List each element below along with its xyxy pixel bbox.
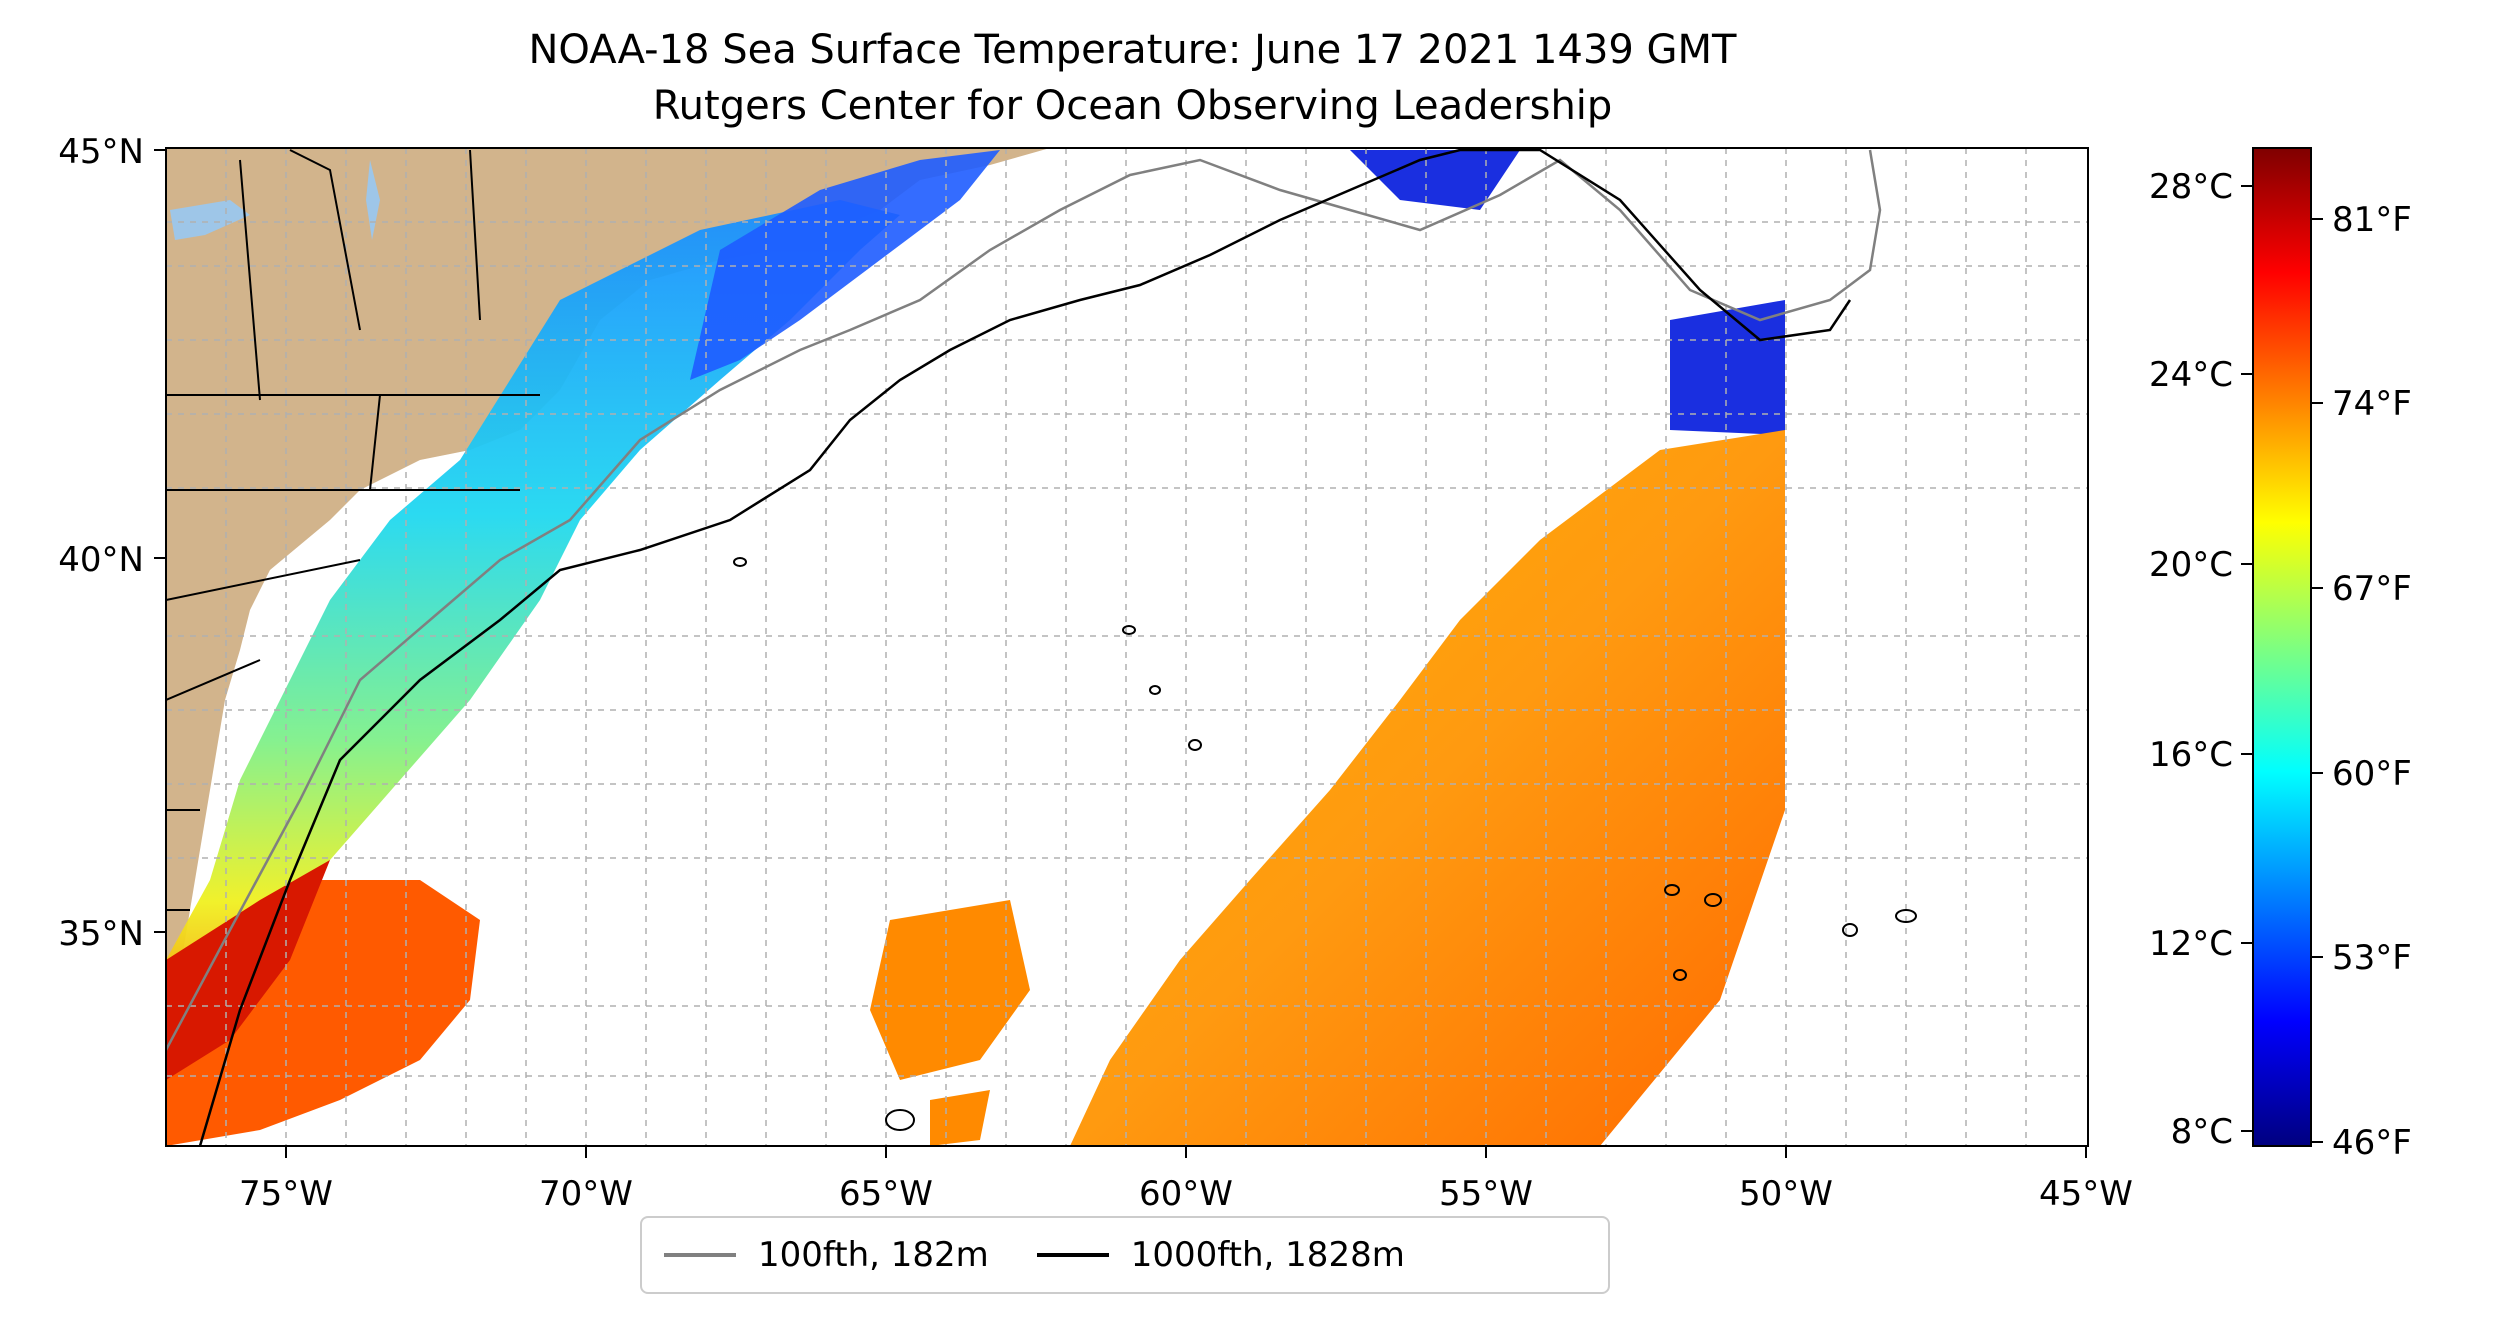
colorbar-celsius-label: 20°C <box>2149 545 2233 585</box>
land-north-america <box>166 148 1050 1020</box>
map-panel <box>165 147 2089 1147</box>
colorbar-fahrenheit-label: 67°F <box>2332 569 2412 609</box>
cold-water-northeast <box>1350 150 1785 435</box>
lat-label: 35°N <box>58 914 144 954</box>
cold-water-gulf-of-maine <box>690 150 1000 380</box>
lat-label: 40°N <box>58 540 144 580</box>
legend-label: 1000fth, 1828m <box>1130 1235 1405 1275</box>
graticule <box>166 148 2088 1146</box>
colorbar-celsius-label: 16°C <box>2149 735 2233 775</box>
legend-item-100fth: 100fth, 182m <box>664 1235 989 1275</box>
isobath-100fth <box>166 149 1882 1051</box>
legend-item-1000fth: 1000fth, 1828m <box>1036 1235 1405 1275</box>
colorbar-fahrenheit-label: 46°F <box>2332 1123 2412 1163</box>
lon-label: 75°W <box>239 1174 333 1214</box>
map-title: NOAA-18 Sea Surface Temperature: June 17… <box>528 27 1737 73</box>
axis-ticks <box>154 149 2087 1158</box>
legend-label: 100fth, 182m <box>758 1235 989 1275</box>
state-borders <box>166 149 540 911</box>
lon-label: 60°W <box>1139 1174 1233 1214</box>
colorbar-celsius-label: 28°C <box>2149 167 2233 207</box>
colorbar-fahrenheit-label: 81°F <box>2332 200 2412 240</box>
latitude-labels: 35°N 40°N 45°N <box>58 132 144 954</box>
colorbar-gradient <box>2252 147 2312 1147</box>
lon-label: 45°W <box>2039 1174 2133 1214</box>
lat-label: 45°N <box>58 132 144 172</box>
lon-label: 50°W <box>1739 1174 1833 1214</box>
isobath-1000fth <box>198 148 1852 1146</box>
lon-label: 55°W <box>1439 1174 1533 1214</box>
seamount-contours <box>733 557 1917 1131</box>
colorbar-fahrenheit-label: 74°F <box>2332 384 2412 424</box>
lon-label: 70°W <box>539 1174 633 1214</box>
colorbar-celsius-label: 24°C <box>2149 355 2233 395</box>
isobath-legend: 100fth, 182m 1000fth, 1828m <box>640 1216 1610 1294</box>
map-subtitle: Rutgers Center for Ocean Observing Leade… <box>652 83 1613 129</box>
warm-patches-south <box>870 900 1030 1146</box>
colorbar-celsius-label: 12°C <box>2149 924 2233 964</box>
longitude-labels: 75°W 70°W 65°W 60°W 55°W 50°W 45°W <box>239 1174 2133 1214</box>
lon-label: 65°W <box>839 1174 933 1214</box>
colorbar: 8°C 12°C 16°C 20°C 24°C 28°C 46°F 53°F 6… <box>2149 147 2412 1163</box>
colorbar-fahrenheit-label: 53°F <box>2332 938 2412 978</box>
legend-line-grey <box>664 1253 736 1257</box>
colorbar-fahrenheit-label: 60°F <box>2332 754 2412 794</box>
shelf-sst <box>166 200 900 1100</box>
legend-line-black <box>1036 1253 1109 1257</box>
lakes <box>170 160 380 240</box>
colorbar-celsius-label: 8°C <box>2171 1112 2233 1152</box>
red-inshore-water <box>166 860 330 1080</box>
